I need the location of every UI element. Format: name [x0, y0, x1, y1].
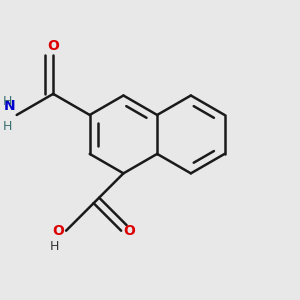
Text: O: O [123, 224, 135, 238]
Text: O: O [47, 39, 59, 53]
Text: H: H [2, 95, 12, 109]
Text: N: N [3, 99, 15, 113]
Text: O: O [52, 224, 64, 238]
Text: H: H [2, 120, 12, 133]
Text: H: H [50, 240, 59, 254]
